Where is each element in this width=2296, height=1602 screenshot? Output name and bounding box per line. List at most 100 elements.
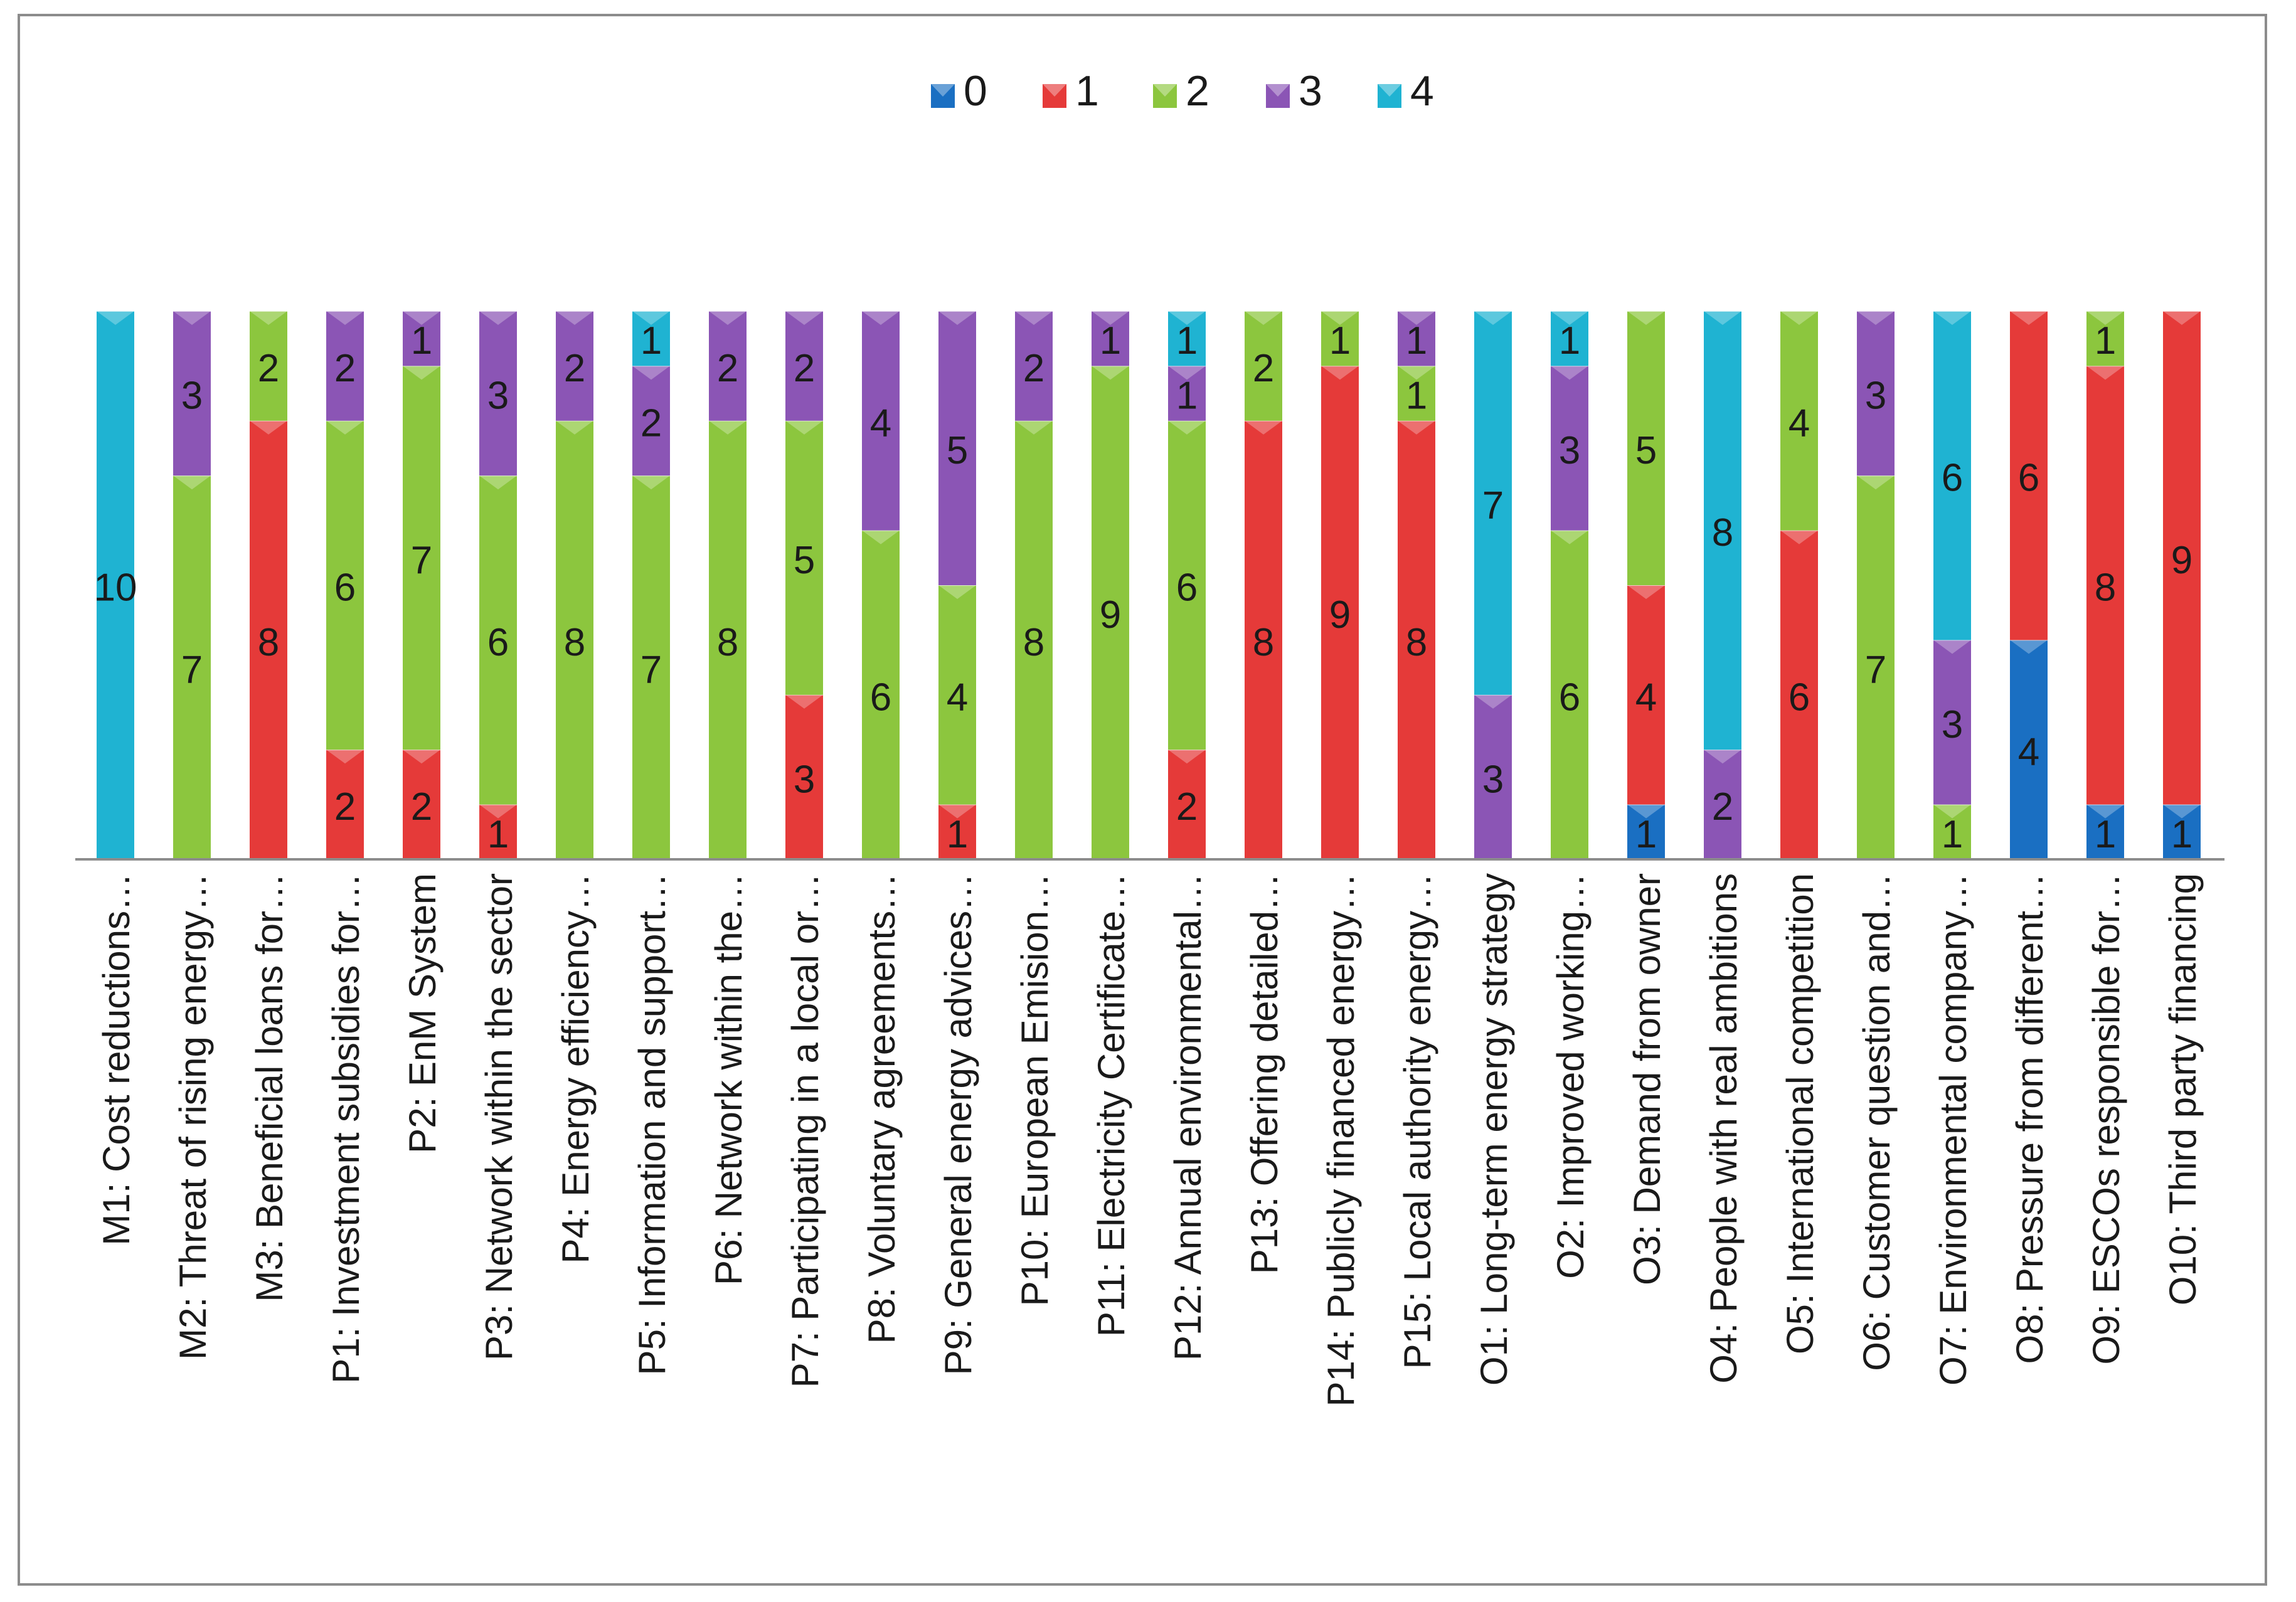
bar-segment-3 [403, 311, 440, 366]
data-label: 1 [1176, 374, 1198, 418]
bar-segment-bevel [785, 694, 823, 709]
bar-segment-2 [326, 420, 364, 750]
bar-segment-4 [632, 311, 670, 366]
category-label: P4: Energy efficiency… [555, 873, 597, 1264]
bar-segment-bevel [1551, 530, 1588, 544]
bar-stack: 82 [1245, 310, 1282, 859]
data-label: 3 [794, 758, 815, 801]
bar-segment-bevel [1627, 311, 1665, 325]
category-label: P14: Publicly financed energy… [1320, 873, 1362, 1407]
data-label: 10 [94, 566, 137, 610]
bar-segment-bevel [2086, 804, 2124, 819]
data-label: 2 [1176, 785, 1198, 829]
data-label: 3 [1482, 758, 1504, 801]
bar-segment-2 [1245, 311, 1282, 421]
data-label: 6 [1942, 457, 1963, 500]
bar-segment-bevel [1168, 311, 1206, 325]
bar-segment-bevel [1933, 311, 1971, 325]
bar-segment-4 [1933, 311, 1971, 640]
data-label: 2 [1253, 347, 1274, 390]
bar-segment-bevel [2086, 366, 2124, 380]
data-label: 2 [334, 347, 356, 390]
bar-segment-bevel [1398, 420, 1435, 435]
bar-stack: 91 [1321, 310, 1359, 859]
legend-label-1: 1 [1075, 67, 1099, 115]
data-label: 2 [640, 401, 662, 445]
bar-segment-bevel [326, 750, 364, 764]
category-label: P3: Network within the sector [478, 873, 520, 1361]
data-label: 4 [1635, 676, 1657, 719]
legend-item-0: 0 [931, 67, 987, 115]
legend: 0 1 2 3 4 [931, 67, 1434, 115]
bar-segment-0 [2010, 640, 2048, 859]
bar-segment-3 [556, 311, 593, 421]
bar-segment-bevel [785, 420, 823, 435]
bar-segment-4 [97, 311, 134, 859]
data-label: 6 [2018, 457, 2039, 500]
category-label: P13: Offering detailed… [1243, 873, 1285, 1274]
bar-segment-2 [173, 475, 211, 859]
bar-segment-bevel [1551, 311, 1588, 325]
bar-segment-bevel [1398, 366, 1435, 380]
bar-segment-2 [709, 420, 747, 859]
bar-stack: 1 3 6 [1933, 310, 1971, 859]
bar-segment-bevel [1168, 420, 1206, 435]
bar-segment-bevel [938, 311, 976, 325]
data-label: 1 [1406, 374, 1427, 418]
category-label: P1: Investment subsidies for… [325, 873, 367, 1384]
bar-stack: 1 6 3 [479, 310, 517, 859]
bar-segment-bevel [1245, 311, 1282, 325]
bar-segment-bevel [1780, 311, 1818, 325]
bar-segment-bevel [1551, 366, 1588, 380]
bar-segment-1 [1780, 530, 1818, 859]
bar-stack: 1 4 5 [1627, 310, 1665, 859]
category-label: P12: Annual environmental… [1167, 873, 1209, 1361]
bar-segment-3 [709, 311, 747, 421]
data-label: 8 [1023, 621, 1044, 664]
category-label: P10: European Emision… [1014, 873, 1056, 1306]
bar-segment-bevel [1092, 311, 1129, 325]
data-label: 6 [1788, 676, 1810, 719]
bar-segment-1 [785, 694, 823, 859]
bar-segment-bevel [403, 750, 440, 764]
data-label: 1 [1942, 813, 1963, 856]
bar-segment-4 [1704, 311, 1741, 750]
bar-segment-2 [1857, 475, 1895, 859]
bar-stack: 3 5 2 [785, 310, 823, 859]
bar-segment-bevel [479, 311, 517, 325]
data-label: 2 [1712, 785, 1733, 829]
bar-stack: 73 [1857, 310, 1895, 859]
data-label: 5 [947, 429, 968, 472]
bar-segment-bevel [862, 530, 900, 544]
category-label: P5: Information and support… [631, 873, 673, 1375]
bar-segment-2 [1551, 530, 1588, 859]
data-label: 5 [794, 539, 815, 582]
legend-item-1: 1 [1043, 67, 1099, 115]
data-label: 8 [1253, 621, 1274, 664]
legend-item-4: 4 [1378, 67, 1434, 115]
bar-segment-bevel [1245, 420, 1282, 435]
data-label: 9 [2171, 539, 2192, 582]
data-label: 8 [717, 621, 738, 664]
bar-segment-1 [2086, 366, 2124, 805]
bar-segment-bevel [938, 585, 976, 599]
bar-segment-0 [1627, 804, 1665, 859]
bar-segment-bevel [709, 420, 747, 435]
bar-segment-bevel [632, 475, 670, 490]
category-label: P7: Participating in a local or… [784, 873, 826, 1387]
bar-stack: 1 4 5 [938, 310, 976, 859]
data-label: 3 [1942, 703, 1963, 746]
data-label: 8 [258, 621, 279, 664]
bar-segment-2 [938, 585, 976, 805]
bar-segment-2 [403, 366, 440, 750]
bar-segment-bevel [1168, 750, 1206, 764]
bar-stack: 82 [556, 310, 593, 859]
bar-segment-3 [1015, 311, 1053, 421]
data-label: 5 [1635, 429, 1657, 472]
data-label: 4 [2018, 731, 2039, 774]
bar-stack: 28 [1704, 310, 1741, 859]
bar-segment-2 [556, 420, 593, 859]
bar-segment-bevel [1780, 530, 1818, 544]
bar-segment-4 [1474, 311, 1512, 695]
category-label: P8: Voluntary agreements… [861, 873, 903, 1344]
